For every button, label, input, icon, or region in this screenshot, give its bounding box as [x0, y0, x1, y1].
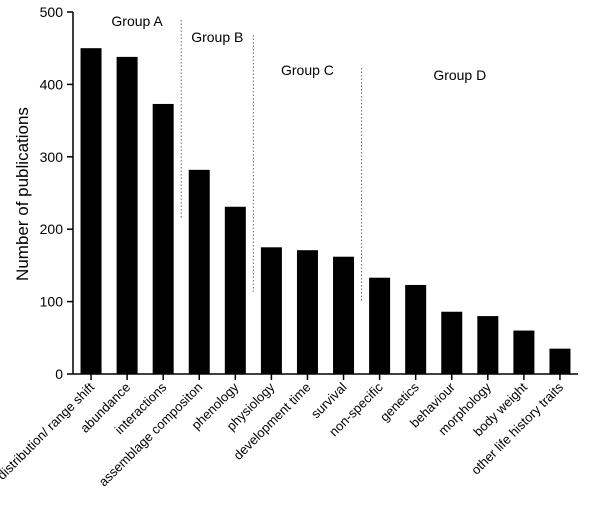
group-dividers — [180, 20, 363, 302]
y-tick-label: 0 — [55, 366, 63, 382]
group-labels: Group A Group B Group C Group D — [111, 13, 486, 83]
bar — [441, 311, 463, 374]
bar — [405, 284, 427, 374]
group-label: Group C — [281, 62, 334, 78]
y-tick-label: 500 — [40, 4, 64, 20]
y-tick-label: 300 — [40, 149, 64, 165]
y-tick-label: 200 — [40, 221, 64, 237]
group-label: Group B — [191, 29, 243, 45]
bar — [152, 103, 174, 374]
bar — [369, 277, 391, 374]
bars — [80, 48, 571, 374]
bar — [296, 250, 318, 374]
group-label: Group A — [111, 13, 163, 29]
bar — [260, 247, 282, 374]
y-tick-label: 400 — [40, 76, 64, 92]
bar — [116, 56, 138, 374]
bar — [549, 348, 571, 374]
bar — [477, 316, 499, 374]
group-label: Group D — [433, 67, 486, 83]
category-labels: distribution/ range shiftabundanceintera… — [0, 379, 566, 489]
y-tick-label: 100 — [40, 294, 64, 310]
bar — [80, 48, 102, 374]
bar — [513, 330, 535, 374]
bar — [188, 169, 210, 374]
bar — [224, 206, 246, 374]
bar — [333, 256, 355, 374]
y-axis-title: Number of publications — [13, 107, 32, 281]
